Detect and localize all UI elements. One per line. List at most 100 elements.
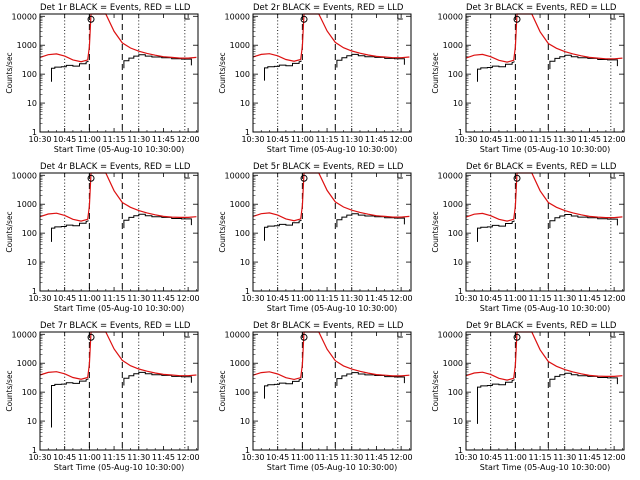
- y-tick-label: 100: [235, 229, 250, 238]
- y-tick-label: 100: [448, 229, 463, 238]
- plot-frame: [252, 13, 412, 133]
- x-tick-label: 11:15: [529, 135, 552, 144]
- y-tick-label: 1000: [443, 359, 463, 368]
- plot-frame: [465, 331, 625, 451]
- panel-det-6: Det 6r BLACK = Events, RED = LLD 10:30 10:…: [431, 162, 626, 313]
- events-series-line: [264, 60, 302, 81]
- x-axis-label: Start Time (05-Aug-10 10:30:00): [480, 463, 611, 472]
- x-tick-label: 11:45: [365, 135, 388, 144]
- y-tick-label: 10: [27, 417, 37, 426]
- events-series-line: [336, 213, 405, 228]
- x-tick-label: 11:00: [78, 453, 101, 462]
- x-tick-label: 11:00: [291, 453, 314, 462]
- plot-frame: [465, 13, 625, 133]
- y-tick-label: 10000: [225, 171, 250, 180]
- y-tick-label: 100: [235, 70, 250, 79]
- events-series-line: [123, 213, 192, 229]
- panel-title: Det 9r BLACK = Events, RED = LLD: [466, 321, 617, 331]
- x-tick-label: 11:30: [553, 135, 576, 144]
- flare-marker: [300, 15, 308, 23]
- x-tick-label: 11:45: [578, 294, 601, 303]
- x-tick-label: 12:00: [390, 453, 413, 462]
- x-tick-label: 11:30: [127, 135, 150, 144]
- x-tick-label: 11:45: [365, 294, 388, 303]
- x-axis-label: Start Time (05-Aug-10 10:30:00): [267, 304, 398, 313]
- x-tick-label: 10:45: [266, 453, 289, 462]
- x-tick-label: 12:00: [390, 135, 413, 144]
- x-tick-label: 10:30: [241, 294, 264, 303]
- events-series-line: [51, 60, 89, 82]
- corner-bracket: [610, 333, 616, 338]
- panel-title: Det 1r BLACK = Events, RED = LLD: [40, 3, 191, 13]
- y-tick-label: 1000: [17, 41, 37, 50]
- y-tick-label: 1: [458, 287, 463, 296]
- y-tick-label: 1: [458, 446, 463, 455]
- lld-series-line: [39, 172, 197, 222]
- plot-frame: [39, 331, 199, 451]
- y-tick-label: 10: [453, 258, 463, 267]
- plot-frame: [465, 172, 625, 292]
- events-series-line: [336, 372, 405, 386]
- x-tick-label: 11:15: [316, 453, 339, 462]
- x-tick-label: 11:00: [504, 294, 527, 303]
- x-tick-label: 10:45: [53, 294, 76, 303]
- lld-series-line: [39, 13, 197, 63]
- x-tick-label: 10:45: [266, 294, 289, 303]
- x-tick-label: 11:45: [152, 453, 175, 462]
- flare-marker: [87, 15, 95, 23]
- x-tick-label: 11:45: [152, 294, 175, 303]
- y-tick-label: 1: [32, 446, 37, 455]
- lld-series-line: [465, 13, 623, 63]
- y-tick-label: 1: [245, 128, 250, 137]
- x-tick-label: 11:30: [127, 453, 150, 462]
- y-tick-label: 10: [27, 99, 37, 108]
- x-tick-label: 10:30: [454, 135, 477, 144]
- x-tick-label: 11:30: [340, 135, 363, 144]
- x-tick-label: 12:00: [603, 135, 626, 144]
- x-axis-label: Start Time (05-Aug-10 10:30:00): [267, 145, 398, 154]
- events-series-line: [549, 214, 618, 229]
- panel-title: Det 4r BLACK = Events, RED = LLD: [40, 162, 191, 172]
- y-axis-label: Counts/sec: [431, 370, 440, 411]
- y-axis-label: Counts/sec: [218, 370, 227, 411]
- events-series-line: [123, 371, 192, 386]
- x-tick-label: 11:45: [578, 135, 601, 144]
- y-tick-label: 10: [453, 99, 463, 108]
- y-tick-label: 1: [32, 287, 37, 296]
- panel-det-3: Det 3r BLACK = Events, RED = LLD 10:30 10:…: [431, 3, 626, 154]
- x-tick-label: 10:30: [454, 453, 477, 462]
- y-tick-label: 1: [32, 128, 37, 137]
- panel-title: Det 6r BLACK = Events, RED = LLD: [466, 162, 617, 172]
- x-tick-label: 11:30: [553, 453, 576, 462]
- y-tick-label: 1: [245, 446, 250, 455]
- y-tick-label: 10: [240, 99, 250, 108]
- y-axis-label: Counts/sec: [218, 52, 227, 93]
- plot-frame: [252, 331, 412, 451]
- x-tick-label: 11:15: [316, 135, 339, 144]
- lld-series-line: [252, 13, 410, 62]
- y-tick-label: 10000: [12, 171, 37, 180]
- panel-det-2: Det 2r BLACK = Events, RED = LLD 10:30 10:…: [218, 3, 413, 154]
- y-tick-label: 1000: [17, 200, 37, 209]
- x-tick-label: 11:15: [103, 453, 126, 462]
- x-tick-label: 11:00: [78, 135, 101, 144]
- panel-det-4: Det 4r BLACK = Events, RED = LLD 10:30 10:…: [5, 162, 200, 313]
- x-tick-label: 11:15: [529, 294, 552, 303]
- y-axis-label: Counts/sec: [5, 211, 14, 252]
- panel-det-8: Det 8r BLACK = Events, RED = LLD 10:30 10:…: [218, 321, 413, 472]
- corner-bracket: [397, 15, 403, 20]
- panel-det-9: Det 9r BLACK = Events, RED = LLD 10:30 10:…: [431, 321, 626, 472]
- events-series-line: [264, 378, 302, 399]
- x-tick-label: 11:15: [103, 294, 126, 303]
- panel-det-5: Det 5r BLACK = Events, RED = LLD 10:30 10:…: [218, 162, 413, 313]
- events-series-line: [477, 379, 515, 424]
- panel-title: Det 3r BLACK = Events, RED = LLD: [466, 3, 617, 13]
- lld-series-line: [465, 172, 623, 222]
- y-tick-label: 100: [22, 229, 37, 238]
- flare-marker: [513, 333, 521, 341]
- x-tick-label: 11:30: [127, 294, 150, 303]
- y-axis-label: Counts/sec: [5, 370, 14, 411]
- lld-series-line: [465, 331, 623, 381]
- y-tick-label: 10000: [438, 12, 463, 21]
- panel-title: Det 7r BLACK = Events, RED = LLD: [40, 321, 191, 331]
